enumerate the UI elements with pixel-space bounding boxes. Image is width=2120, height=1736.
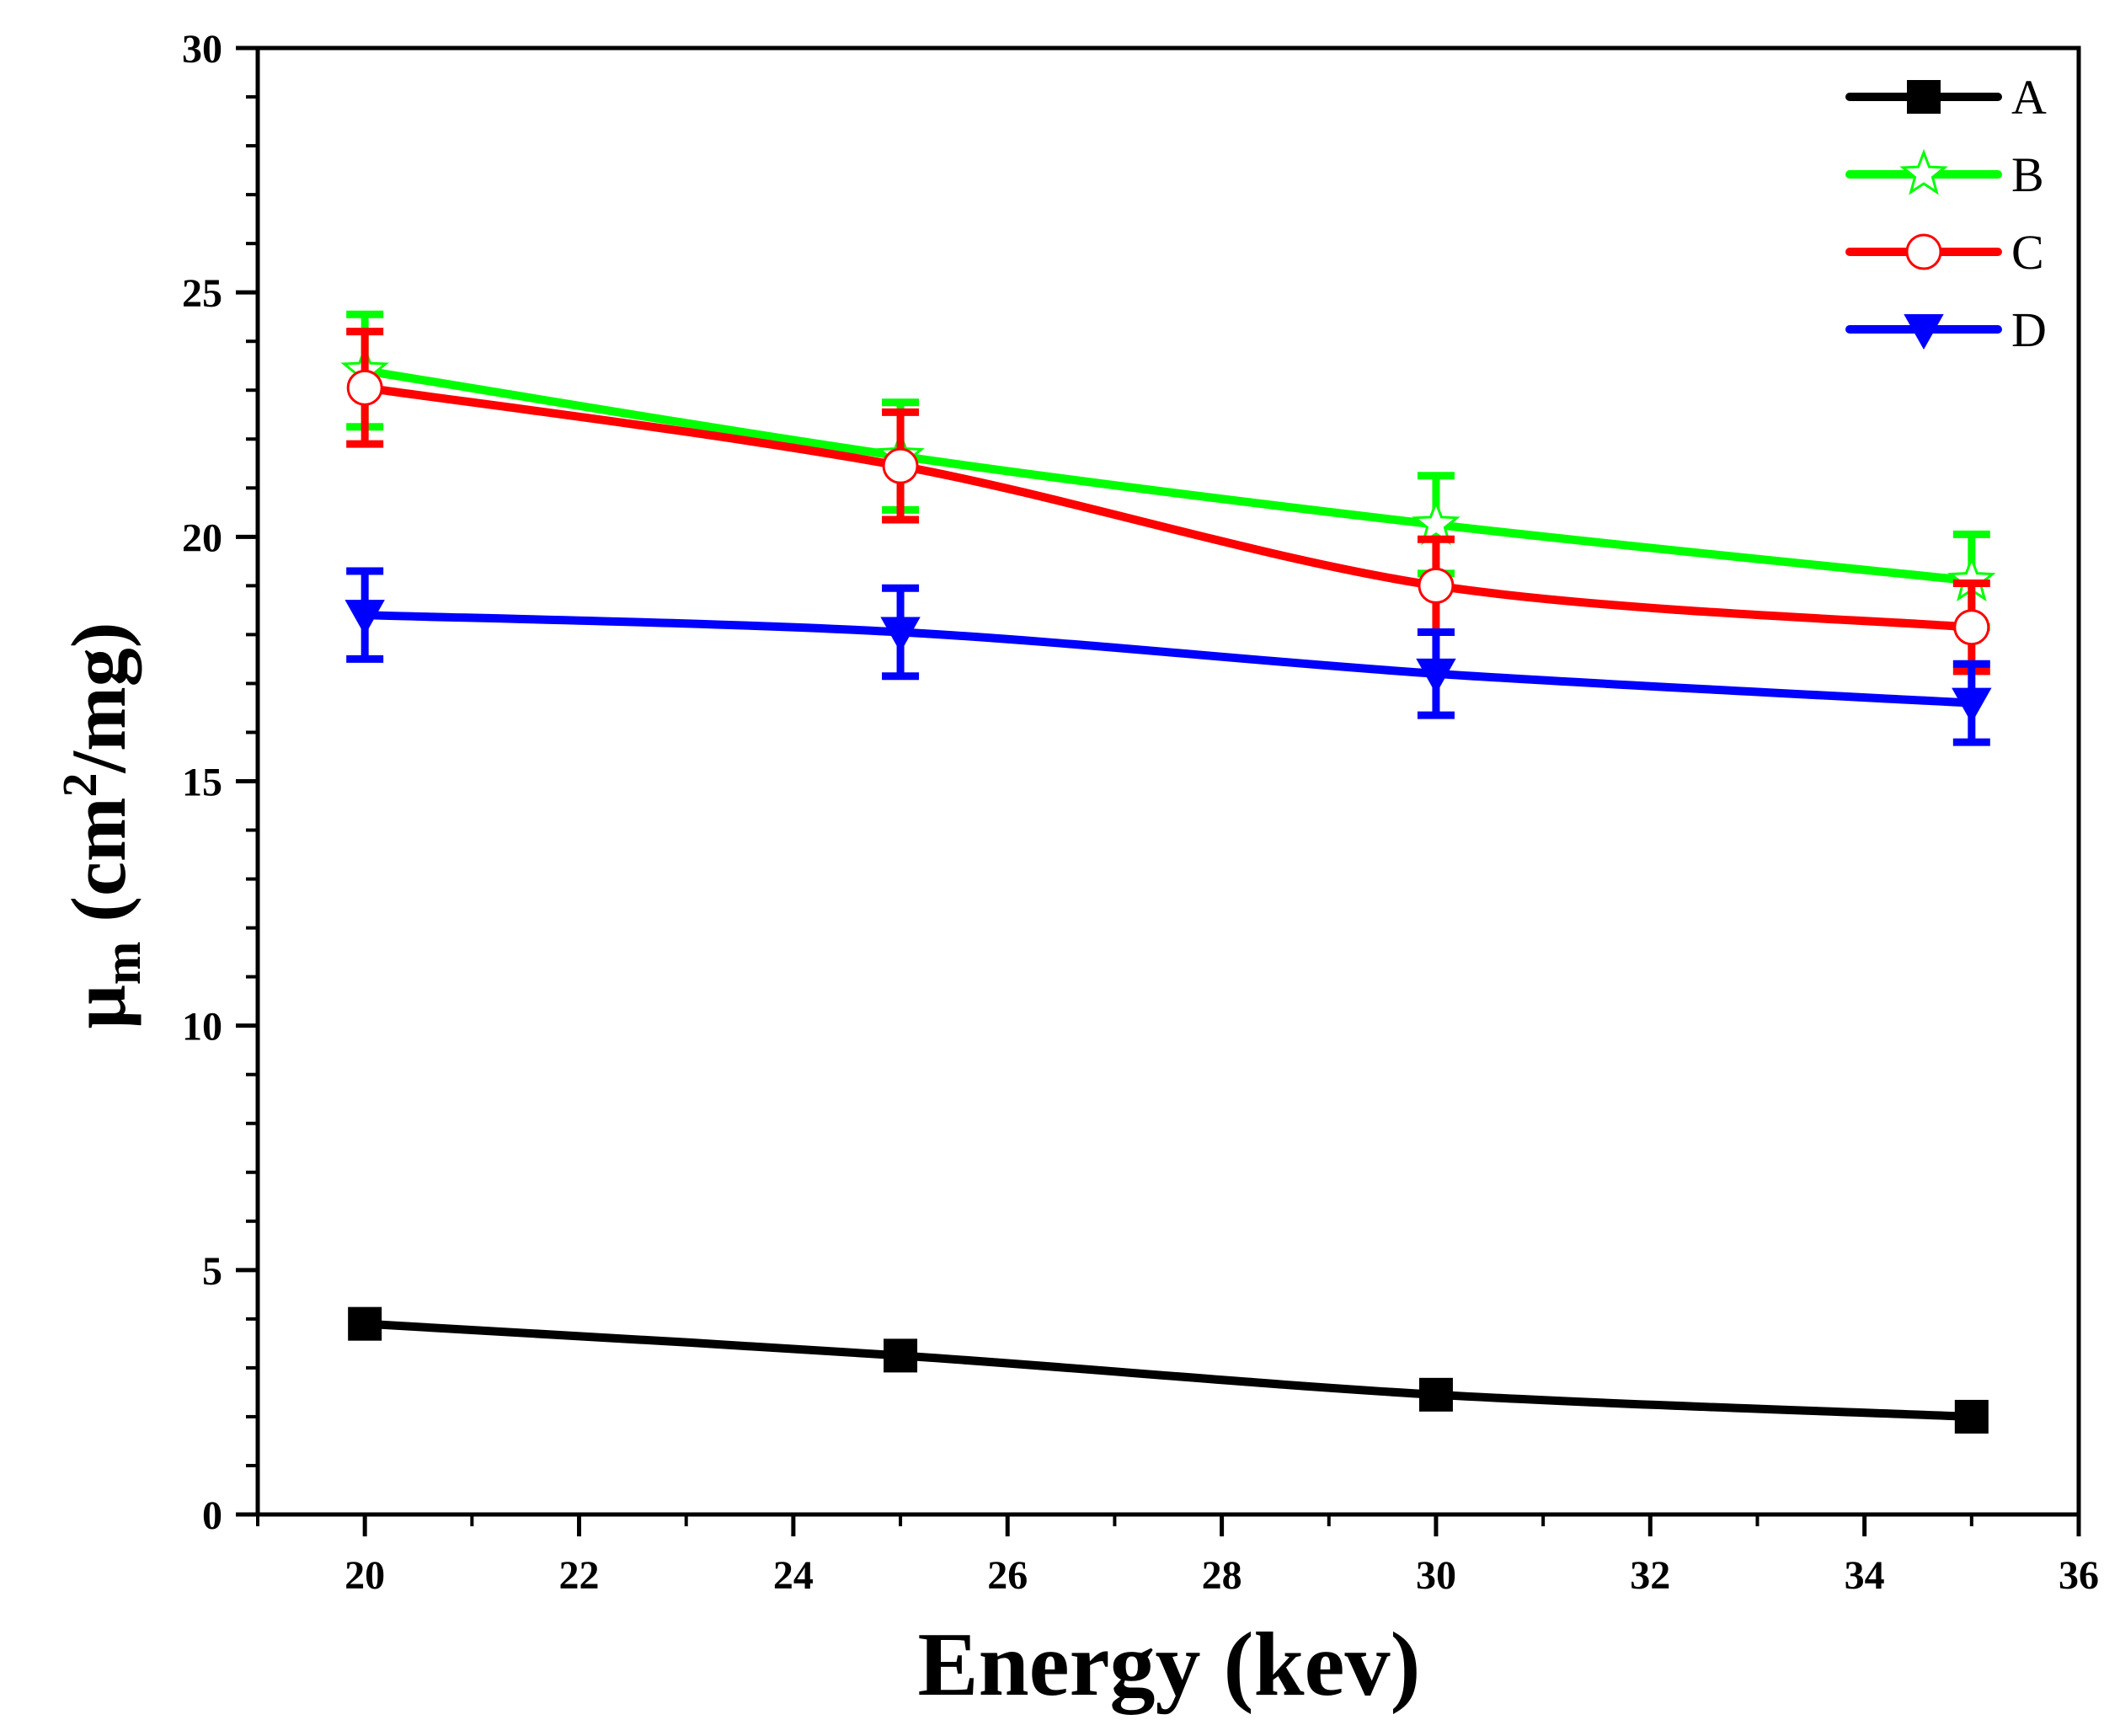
y-tick-label: 25 xyxy=(182,271,222,316)
y-tick-label: 20 xyxy=(182,515,222,560)
data-point xyxy=(346,369,383,406)
data-point xyxy=(1954,1399,1989,1434)
y-tick-label: 5 xyxy=(202,1249,222,1294)
x-tick-label: 20 xyxy=(344,1553,385,1598)
y-tick-label: 10 xyxy=(182,1005,222,1050)
series-c-line xyxy=(360,383,1976,632)
series-b xyxy=(340,310,1996,632)
data-point xyxy=(348,1306,382,1341)
series-a-line xyxy=(360,1319,1976,1421)
x-tick-label: 24 xyxy=(773,1553,814,1598)
legend-item-a: A xyxy=(1845,70,2047,125)
legend-item-b: B xyxy=(1845,147,2044,202)
x-tick-label: 36 xyxy=(2059,1553,2099,1598)
x-tick-label: 22 xyxy=(559,1553,600,1598)
legend-item-c: C xyxy=(1845,225,2044,280)
series-b-line xyxy=(360,366,1976,585)
y-axis-title: μm (cm2/mg) xyxy=(52,622,152,1029)
legend-item-d: D xyxy=(1845,302,2047,357)
data-point xyxy=(344,600,385,636)
x-tick-label: 26 xyxy=(987,1553,1028,1598)
x-tick-label: 28 xyxy=(1202,1553,1242,1598)
data-point xyxy=(1953,609,1990,646)
data-point xyxy=(884,1338,918,1373)
data-point xyxy=(1952,687,1992,724)
legend-label: D xyxy=(2011,302,2047,357)
legend-label: B xyxy=(2011,147,2044,202)
legend-marker xyxy=(1907,80,1941,114)
plot-frame xyxy=(255,45,2081,1517)
x-axis-title: Energy (kev) xyxy=(918,1615,1421,1715)
y-axis-title-symbol: μ xyxy=(56,985,142,1028)
y-axis-title-unit-open: (cm xyxy=(56,797,142,941)
data-point xyxy=(882,447,919,484)
data-point xyxy=(1412,499,1461,546)
data-point xyxy=(880,617,921,653)
series-d-line xyxy=(360,611,1976,708)
data-point xyxy=(1418,567,1455,604)
series-d xyxy=(344,567,1992,746)
y-tick-label: 15 xyxy=(182,761,222,805)
y-axis-title-subscript: m xyxy=(94,942,152,986)
data-point xyxy=(1416,658,1456,694)
legend-marker xyxy=(1899,148,1948,195)
legend-marker xyxy=(1905,233,1942,270)
y-tick-label: 0 xyxy=(202,1493,222,1538)
legend-label: C xyxy=(2011,225,2044,280)
x-tick-label: 30 xyxy=(1416,1553,1456,1598)
series-c xyxy=(346,328,1990,676)
y-axis-title-superscript: 2 xyxy=(52,772,107,797)
axes-layer: 20 22 24 26 28 30 32 34 36 0 5 10 15 20 25 30 xyxy=(182,27,2099,1598)
data-point xyxy=(1418,1377,1453,1412)
y-axis-title-unit-close: /mg) xyxy=(56,622,142,774)
x-tick-label: 32 xyxy=(1630,1553,1670,1598)
y-tick-label: 30 xyxy=(182,27,222,72)
series-a xyxy=(348,1306,1989,1434)
legend-marker xyxy=(1904,314,1944,350)
x-tick-label: 34 xyxy=(1845,1553,1885,1598)
series-layer xyxy=(340,310,1996,1434)
legend-label: A xyxy=(2011,70,2047,125)
